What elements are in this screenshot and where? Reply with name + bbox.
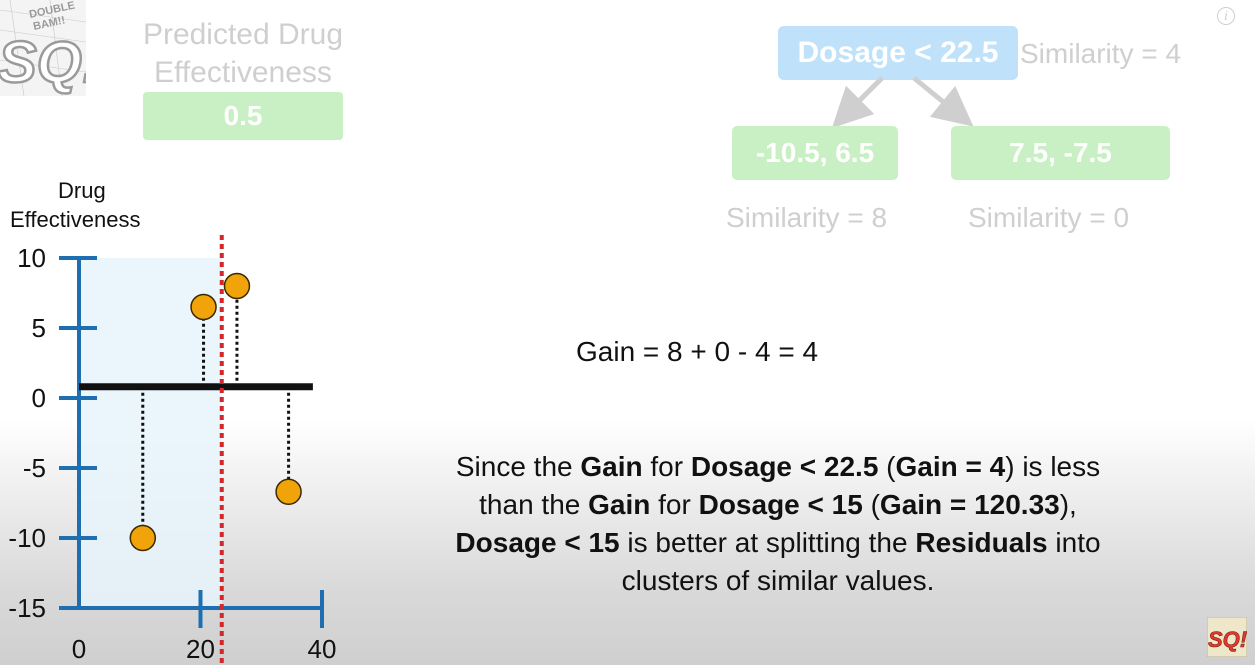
text-span: is better at splitting the (619, 527, 916, 558)
text-span: for (650, 489, 699, 520)
data-point (275, 478, 302, 506)
text-span: ( (862, 489, 880, 520)
predicted-title-line2: Effectiveness (154, 56, 332, 89)
statquest-corner-logo: SQ! (1207, 617, 1247, 657)
data-point (190, 293, 217, 321)
predicted-value-box: 0.5 (143, 92, 343, 140)
explanation-line-4: clusters of similar values. (621, 565, 935, 596)
tree-root-node: Dosage < 22.5 (778, 26, 1018, 80)
y-tick-label: 10 (17, 243, 46, 273)
left-similarity: Similarity = 8 (726, 202, 888, 233)
x-tick-label: 20 (186, 634, 215, 664)
explanation-line-1: Since the Gain for Dosage < 22.5 (Gain =… (388, 448, 1168, 486)
bold-span: Gain (580, 451, 643, 482)
text-span: ) is less (1005, 451, 1101, 482)
x-tick-label: 40 (308, 634, 337, 664)
right-branch-arrow (912, 76, 974, 127)
x-tick-label: 0 (72, 634, 86, 664)
text-span: than the (479, 489, 589, 520)
tree-arrows (831, 76, 974, 129)
svg-text:SQ!: SQ! (1208, 627, 1247, 652)
y-tick-label: 0 (32, 383, 46, 413)
explanation-line-2: than the Gain for Dosage < 15 (Gain = 12… (388, 486, 1168, 524)
text-span: for (642, 451, 691, 482)
ylabel-line2: Effectiveness (10, 207, 141, 232)
text-span: ( (878, 451, 896, 482)
statquest-logo: DOUBLE BAM!! SQ! (0, 0, 86, 96)
bold-span: Gain = 120.33 (879, 489, 1060, 520)
tree-right-leaf: 7.5, -7.5 (951, 126, 1170, 180)
y-tick-label: -10 (8, 523, 46, 553)
y-tick-label: 5 (32, 313, 46, 343)
residual-chart: 10 5 0 -5 -10 -15 0 20 40 (8, 235, 337, 665)
svg-text:SQ!: SQ! (0, 30, 86, 95)
info-icon[interactable]: i (1217, 7, 1235, 25)
bold-span: Gain (588, 489, 651, 520)
bold-span: Residuals (915, 527, 1048, 558)
root-similarity: Similarity = 4 (1020, 38, 1182, 69)
bold-span: Dosage < 22.5 (690, 451, 879, 482)
data-point (223, 272, 251, 300)
tree-left-leaf: -10.5, 6.5 (732, 126, 898, 180)
explanation-text: Since the Gain for Dosage < 22.5 (Gain =… (388, 448, 1168, 600)
gain-equation: Gain = 8 + 0 - 4 = 4 (576, 336, 819, 367)
y-tick-label: -5 (23, 453, 46, 483)
predicted-title: Predicted Drug Effectiveness (120, 16, 366, 92)
y-tick-label: -15 (8, 593, 46, 623)
text-span: into (1047, 527, 1101, 558)
left-branch-arrow (831, 76, 884, 129)
bold-span: Dosage < 15 (698, 489, 863, 520)
explanation-line-3: Dosage < 15 is better at splitting the R… (388, 524, 1168, 562)
chart-ylabel: Drug Effectiveness (10, 176, 160, 234)
right-similarity: Similarity = 0 (968, 202, 1130, 233)
predicted-title-line1: Predicted Drug (142, 18, 344, 51)
ylabel-line1: Drug (58, 178, 106, 203)
text-span: ), (1059, 489, 1077, 520)
bold-span: Dosage < 15 (455, 527, 620, 558)
data-point (129, 524, 157, 552)
bold-span: Gain = 4 (895, 451, 1006, 482)
text-span: Since the (455, 451, 581, 482)
